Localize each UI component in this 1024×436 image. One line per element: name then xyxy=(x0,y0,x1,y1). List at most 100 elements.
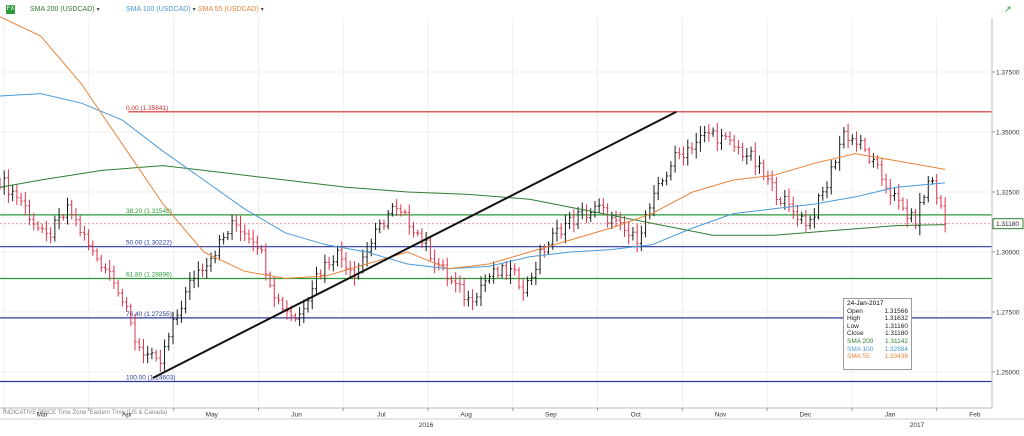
ohlc-bar xyxy=(99,254,103,272)
legend-item[interactable]: SMA 55 (USDCAD) ▾ xyxy=(198,6,264,13)
sma-200-line xyxy=(0,165,946,236)
ohlc-bar xyxy=(412,221,416,238)
ohlc-bar xyxy=(601,198,605,215)
ohlc-bar xyxy=(108,259,112,281)
fib-label: 50.00 (1.30222) xyxy=(126,240,172,247)
ohlc-bar xyxy=(715,122,719,152)
ohlc-bar xyxy=(855,131,859,152)
ohlc-bar xyxy=(757,155,761,174)
ohlc-bar xyxy=(175,309,179,326)
ohlc-bar xyxy=(247,229,251,244)
ohlc-bar xyxy=(319,269,323,280)
ohlc-bar xyxy=(483,274,487,292)
ohlc-bar xyxy=(167,332,171,351)
info-label: Low xyxy=(847,322,859,330)
ohlc-bar xyxy=(458,275,462,293)
ohlc-bar xyxy=(150,347,154,360)
ohlc-bar xyxy=(420,228,424,249)
ohlc-bar xyxy=(850,134,854,146)
info-row: SMA 100 1.32884 xyxy=(844,346,911,354)
legend-item[interactable]: SMA 100 (USDCAD) ▾ xyxy=(126,6,196,13)
info-label: SMA 55 xyxy=(847,353,870,361)
ohlc-bar xyxy=(880,158,884,186)
ohlc-bar xyxy=(158,349,162,372)
ohlc-bar xyxy=(795,204,799,227)
ohlc-bar xyxy=(838,135,842,171)
ohlc-bar xyxy=(568,211,572,230)
ohlc-bar xyxy=(534,261,538,285)
fib-label: 100.00 (1.24603) xyxy=(126,375,176,382)
sma-100-line xyxy=(0,93,946,270)
ohlc-bar xyxy=(736,140,740,155)
ohlc-bar xyxy=(399,204,403,217)
ohlc-bar xyxy=(753,142,757,176)
legend-caret-icon[interactable]: ▾ xyxy=(260,7,264,13)
ohlc-bar xyxy=(724,132,728,141)
ohlc-bar xyxy=(382,219,386,230)
fib-label: 0.00 (1.35841) xyxy=(126,105,168,112)
ohlc-bar xyxy=(378,219,382,234)
ohlc-bar xyxy=(298,307,302,327)
month-label: Jul xyxy=(377,412,386,419)
ohlc-bar xyxy=(517,267,521,290)
ohlc-bar xyxy=(610,211,614,230)
ohlc-bar xyxy=(821,186,825,201)
month-label: May xyxy=(206,412,219,419)
legend-label: SMA 100 (USDCAD) xyxy=(126,6,191,13)
ohlc-bar xyxy=(905,199,909,228)
footer-note: INDICATIVE PRICE Time Zone: Eastern Time… xyxy=(3,410,168,416)
legend-item[interactable]: SMA 200 (USDCAD) ▾ xyxy=(30,6,100,13)
ohlc-bar xyxy=(331,255,335,272)
price-tick-label: 1.30000 xyxy=(996,250,1020,257)
ohlc-bar xyxy=(525,276,529,297)
ohlc-bar xyxy=(935,174,939,205)
ohlc-bar xyxy=(36,221,40,231)
month-label: Sep xyxy=(545,412,557,419)
ohlc-bar xyxy=(669,161,673,181)
price-axis-panel xyxy=(992,0,1024,436)
ohlc-bar xyxy=(897,183,901,210)
ohlc-bar xyxy=(15,183,19,205)
ohlc-bar xyxy=(496,266,500,278)
ohlc-bar xyxy=(255,235,259,255)
ohlc-bar xyxy=(749,146,753,161)
info-value: 1.31142 xyxy=(884,337,908,345)
info-label: Open xyxy=(847,307,863,315)
ohlc-bar xyxy=(87,229,91,251)
ohlc-bar xyxy=(70,199,74,220)
ohlc-bar xyxy=(576,207,580,229)
expand-arrow-icon[interactable]: ↗ xyxy=(1004,4,1012,14)
info-value: 1.31160 xyxy=(884,322,908,330)
ohlc-bar xyxy=(222,232,226,245)
ohlc-bar xyxy=(859,134,863,150)
info-value: 1.31180 xyxy=(884,330,908,338)
legend-caret-icon[interactable]: ▾ xyxy=(96,7,100,13)
ohlc-bar xyxy=(656,176,660,201)
ohlc-bar xyxy=(125,297,129,312)
ohlc-bar xyxy=(32,213,36,231)
ohlc-bar xyxy=(141,339,145,364)
ohlc-bar xyxy=(698,126,702,152)
fib-label: 38.20 (1.31548) xyxy=(126,208,172,215)
ohlc-bar xyxy=(597,198,601,214)
info-date: 24-Jan-2017 xyxy=(847,300,884,307)
ohlc-bar xyxy=(471,289,475,311)
ohlc-bar xyxy=(428,237,432,262)
ohlc-bar xyxy=(340,241,344,268)
ohlc-bar xyxy=(19,192,23,207)
price-tick-label: 1.27500 xyxy=(996,310,1020,317)
ohlc-bar xyxy=(918,192,922,236)
legend-caret-icon[interactable]: ▾ xyxy=(192,7,196,13)
ohlc-bar xyxy=(732,135,736,152)
plot-area[interactable] xyxy=(0,18,992,408)
price-tick-label: 1.35000 xyxy=(996,130,1020,137)
ohlc-bar xyxy=(146,345,150,364)
ohlc-bar xyxy=(500,263,504,278)
ohlc-bar xyxy=(686,139,690,166)
chart-app-icon[interactable]: FX xyxy=(6,5,15,14)
ohlc-bar xyxy=(487,273,491,284)
ohlc-bar xyxy=(61,213,65,221)
month-label: Mar xyxy=(37,412,49,419)
